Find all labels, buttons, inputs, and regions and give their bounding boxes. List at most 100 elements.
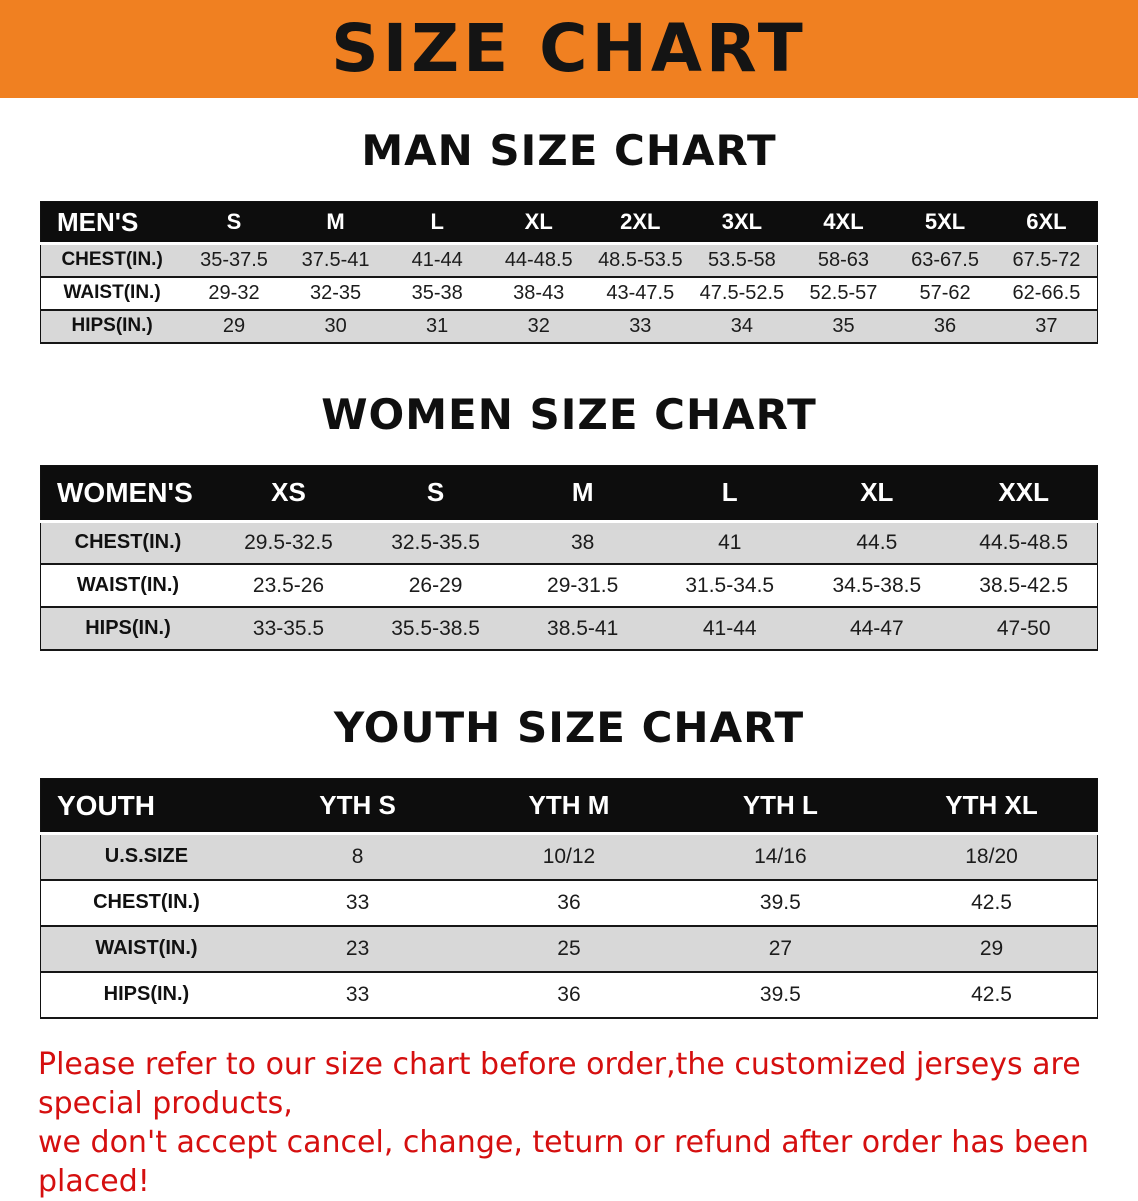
size-cell: 33 — [589, 309, 692, 343]
size-cell: 41-44 — [386, 243, 488, 277]
size-cell: 62-66.5 — [1012, 281, 1081, 304]
size-cell: 37 — [995, 309, 1098, 343]
row-label: CHEST(IN.) — [40, 243, 184, 277]
size-cell: 42.5 — [971, 982, 1012, 1006]
table-row: HIPS(IN.) 29 30 31 32 33 34 35 36 37 — [40, 309, 1098, 343]
size-cell: 39.5 — [759, 890, 801, 914]
youth-size-table: YOUTH YTH S YTH M YTH L YTH XL U.S.SIZE … — [40, 778, 1098, 1019]
size-cell: 39.5 — [759, 982, 801, 1006]
size-cell: 47.5-52.5 — [699, 281, 785, 304]
size-cell: 31 — [386, 309, 488, 343]
size-cell: 38-43 — [513, 281, 565, 304]
size-cell: 23 — [251, 925, 464, 972]
table-row: WAIST(IN.) 23.5-26 26-29 29-31.5 31.5-34… — [40, 564, 1098, 607]
women-header-cell: XXL — [950, 465, 1098, 523]
size-cell: 37.5-41 — [284, 243, 387, 277]
size-cell: 57-62 — [919, 281, 971, 304]
size-cell: 41 — [656, 521, 804, 564]
size-cell: 36 — [557, 890, 581, 914]
size-cell: 30 — [284, 309, 387, 343]
women-size-table: WOMEN'S XS S M L XL XXL CHEST(IN.) 29.5-… — [40, 464, 1098, 651]
size-cell: 36 — [894, 309, 996, 343]
size-cell: 58-63 — [792, 243, 895, 277]
size-cell: 34 — [691, 309, 793, 343]
men-header-cell: 2XL — [589, 201, 692, 245]
size-cell: 44.5-48.5 — [950, 521, 1098, 564]
men-size-table: MEN'S S M L XL 2XL 3XL 4XL 5XL 6XL CHEST… — [40, 201, 1098, 344]
table-row: HIPS(IN.) 33 36 39.5 42.5 — [40, 971, 1098, 1018]
women-header-cell: XL — [803, 465, 951, 523]
size-cell: 63-67.5 — [894, 243, 996, 277]
size-cell: 33 — [345, 890, 370, 914]
size-cell: 33 — [345, 982, 370, 1006]
size-cell: 29-32 — [208, 281, 260, 304]
size-cell: 31.5-34.5 — [685, 573, 775, 597]
row-label: WAIST(IN.) — [76, 574, 180, 596]
disclaimer: Please refer to our size chart before or… — [38, 1045, 1118, 1201]
women-header-cell: S — [362, 465, 510, 523]
men-section-heading: MAN SIZE CHART — [361, 126, 777, 175]
disclaimer-line-1: Please refer to our size chart before or… — [38, 1046, 1081, 1121]
size-cell: 33-35.5 — [214, 607, 363, 650]
men-header-cell: XL — [487, 201, 590, 245]
size-cell: 8 — [251, 833, 464, 880]
table-row: WAIST(IN.) 29-32 32-35 35-38 38-43 43-47… — [40, 276, 1098, 310]
men-header-cell: 6XL — [995, 201, 1098, 245]
row-label: HIPS(IN.) — [40, 607, 215, 650]
table-row: CHEST(IN.) 35-37.5 37.5-41 41-44 44-48.5… — [40, 243, 1098, 277]
youth-header-cell: YTH S — [251, 778, 464, 835]
size-cell: 38.5-42.5 — [979, 573, 1069, 597]
size-cell: 35-38 — [411, 281, 463, 304]
size-cell: 23.5-26 — [252, 573, 325, 597]
size-cell: 38.5-41 — [509, 607, 657, 650]
size-cell: 32 — [487, 309, 590, 343]
youth-header-label: YOUTH — [40, 778, 252, 835]
size-cell: 35-37.5 — [183, 243, 285, 277]
size-cell: 29.5-32.5 — [214, 521, 363, 564]
size-cell: 32.5-35.5 — [362, 521, 510, 564]
youth-header-cell: YTH M — [463, 778, 675, 835]
men-header-cell: L — [386, 201, 488, 245]
size-cell: 10/12 — [463, 833, 675, 880]
size-cell: 44-47 — [803, 607, 951, 650]
size-cell: 43-47.5 — [606, 281, 675, 304]
size-cell: 41-44 — [656, 607, 804, 650]
size-cell: 26-29 — [408, 573, 463, 597]
youth-header-cell: YTH XL — [886, 778, 1098, 835]
table-row: HIPS(IN.) 33-35.5 35.5-38.5 38.5-41 41-4… — [40, 607, 1098, 650]
women-section-heading: WOMEN SIZE CHART — [321, 389, 817, 439]
table-row: CHEST(IN.) 33 36 39.5 42.5 — [40, 879, 1098, 926]
women-header-cell: L — [656, 465, 804, 523]
row-label: U.S.SIZE — [40, 833, 252, 880]
men-header-cell: S — [183, 201, 285, 245]
youth-header-cell: YTH L — [674, 778, 887, 835]
size-cell: 25 — [463, 925, 675, 972]
row-label: CHEST(IN.) — [93, 891, 200, 913]
table-row: WAIST(IN.) 23 25 27 29 — [40, 925, 1098, 972]
size-cell: 42.5 — [971, 890, 1012, 914]
size-cell: 34.5-38.5 — [832, 573, 922, 597]
size-cell: 35.5-38.5 — [362, 607, 510, 650]
men-header-cell: 4XL — [792, 201, 895, 245]
table-row: CHEST(IN.) 29.5-32.5 32.5-35.5 38 41 44.… — [40, 521, 1098, 564]
size-cell: 29-31.5 — [547, 573, 619, 597]
page-title: SIZE CHART — [331, 10, 807, 87]
size-cell: 35 — [792, 309, 895, 343]
row-label: WAIST(IN.) — [40, 925, 252, 972]
size-cell: 14/16 — [674, 833, 887, 880]
size-cell: 67.5-72 — [995, 243, 1098, 277]
men-header-label: MEN'S — [40, 201, 184, 245]
row-label: HIPS(IN.) — [40, 309, 184, 343]
banner: SIZE CHART — [0, 0, 1138, 98]
row-label: WAIST(IN.) — [63, 282, 161, 303]
size-cell: 29 — [886, 925, 1098, 972]
size-cell: 44.5 — [803, 521, 951, 564]
table-row: U.S.SIZE 8 10/12 14/16 18/20 — [40, 833, 1098, 880]
size-cell: 47-50 — [950, 607, 1098, 650]
men-header-cell: M — [284, 201, 387, 245]
women-header-row: WOMEN'S XS S M L XL XXL — [40, 465, 1098, 523]
men-header-row: MEN'S S M L XL 2XL 3XL 4XL 5XL 6XL — [40, 201, 1098, 245]
size-cell: 52.5-57 — [809, 281, 878, 304]
youth-section-heading: YOUTH SIZE CHART — [333, 703, 805, 752]
size-cell: 18/20 — [886, 833, 1098, 880]
